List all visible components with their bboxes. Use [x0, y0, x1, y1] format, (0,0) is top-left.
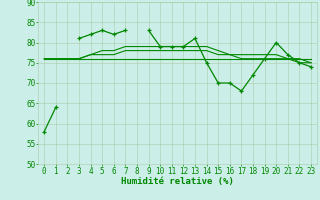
X-axis label: Humidité relative (%): Humidité relative (%) — [121, 177, 234, 186]
